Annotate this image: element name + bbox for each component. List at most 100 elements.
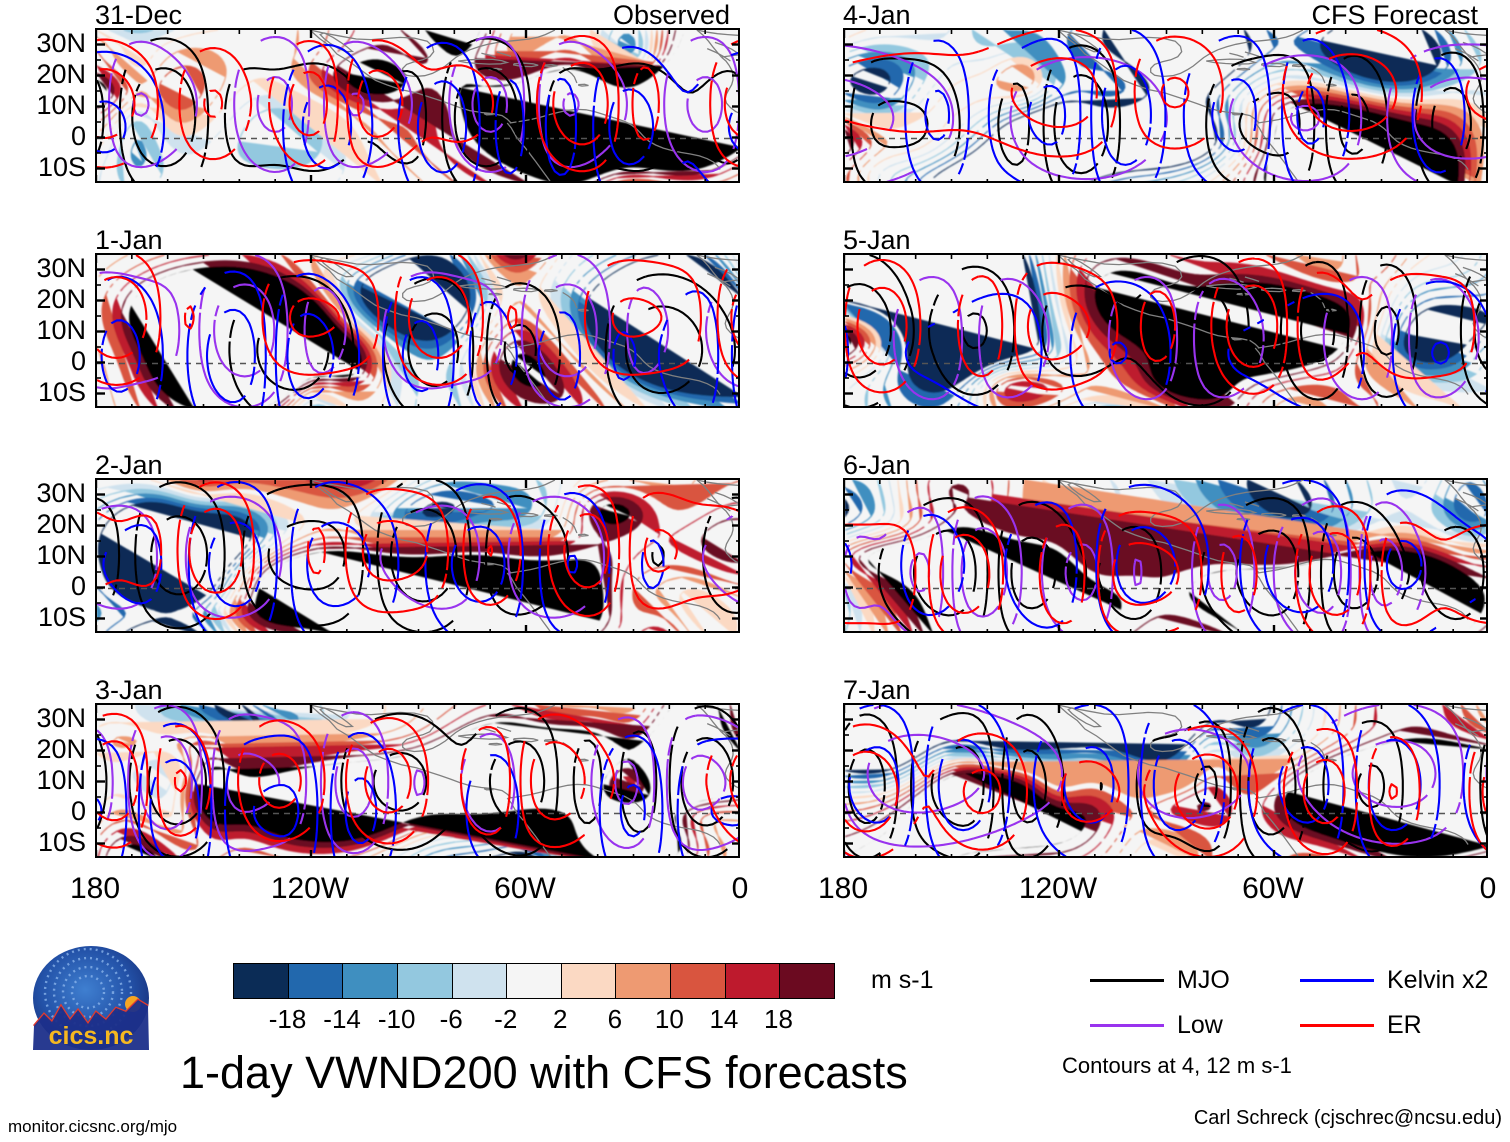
legend-line-swatch [1300, 979, 1374, 982]
y-axis-label: 10S [37, 376, 86, 407]
map-panel [95, 478, 740, 633]
x-axis-label: 0 [731, 872, 749, 905]
y-axis-label: 20N [36, 733, 86, 764]
map-panel [843, 253, 1488, 408]
panel-date-label: 3-Jan [95, 675, 163, 705]
contour-er [845, 30, 1486, 160]
colorbar-swatch [234, 964, 288, 998]
x-axis-label: 180 [817, 872, 869, 905]
map-panel [843, 478, 1488, 633]
panel-date-label: 6-Jan [843, 450, 911, 480]
y-axis-label: 0 [70, 345, 86, 376]
x-axis-label: 60W [1242, 872, 1304, 905]
contour-kelvin [845, 705, 1486, 856]
map-panel [843, 28, 1488, 183]
legend-line-swatch [1090, 1024, 1164, 1027]
legend-label: MJO [1177, 966, 1230, 994]
colorbar-swatch [396, 964, 452, 998]
contour-er [845, 723, 1486, 856]
y-axis-label: 30N [36, 702, 86, 733]
colorbar-swatch [615, 964, 671, 998]
coastlines [309, 480, 738, 631]
y-axis-label: 20N [36, 58, 86, 89]
contour-er [97, 712, 738, 849]
colorbar [233, 963, 835, 999]
y-axis-label: 10N [36, 89, 86, 120]
map-panel [95, 253, 740, 408]
x-axis-label: 120W [270, 872, 350, 905]
legend-item-er: ER [1300, 1013, 1422, 1038]
map-panel [843, 703, 1488, 858]
colorbar-tick-label: -2 [494, 1004, 518, 1034]
y-axis-label: 20N [36, 283, 86, 314]
colorbar-swatch [287, 964, 343, 998]
contour-er [97, 481, 738, 621]
contour-kelvin [845, 280, 1486, 406]
column-header-observed: Observed [612, 0, 730, 30]
colorbar-tick-label: -14 [323, 1004, 361, 1034]
y-axis-label: 10N [36, 539, 86, 570]
colorbar-swatch [779, 964, 835, 998]
cics-nc-logo: Cooperative Institute for Climate and Sa… [16, 932, 166, 1055]
author-credit: Carl Schreck (cjschrec@ncsu.edu) [1193, 1107, 1502, 1129]
panel-date-label: 4-Jan [843, 0, 911, 30]
x-axis-label: 120W [1018, 872, 1098, 905]
colorbar-swatch [560, 964, 616, 998]
column-header-forecast: CFS Forecast [1311, 0, 1478, 30]
y-axis-label: 30N [36, 252, 86, 283]
y-axis-label: 10S [37, 601, 86, 632]
contour-kelvin [97, 722, 738, 856]
y-axis-label: 20N [36, 508, 86, 539]
legend-label: Kelvin x2 [1387, 966, 1489, 994]
legend-item-mjo: MJO [1090, 968, 1230, 993]
colorbar-swatch [451, 964, 507, 998]
x-axis-label: 180 [69, 872, 121, 905]
map-panel [95, 703, 740, 858]
contour-kelvin [904, 30, 1466, 181]
x-axis-label: 60W [494, 872, 556, 905]
colorbar-swatch [724, 964, 780, 998]
colorbar-tick-label: -18 [268, 1004, 307, 1034]
panel-date-label: 5-Jan [843, 225, 911, 255]
y-axis-label: 10S [37, 151, 86, 182]
colorbar-swatch [506, 964, 561, 998]
colorbar-swatch [670, 964, 725, 998]
y-axis-label: 0 [70, 570, 86, 601]
colorbar-unit-label: m s-1 [871, 966, 934, 994]
colorbar-tick-label: -6 [439, 1004, 463, 1034]
map-panel [95, 28, 740, 183]
colorbar-tick-label: 18 [763, 1004, 793, 1034]
y-axis-label: 30N [36, 27, 86, 58]
legend-label: Low [1177, 1011, 1223, 1039]
contour-er [97, 255, 738, 386]
legend-line-swatch [1090, 979, 1164, 982]
legend-item-kelvin-x2: Kelvin x2 [1300, 968, 1488, 993]
colorbar-tick-label: 10 [654, 1004, 684, 1034]
legend-item-low: Low [1090, 1013, 1223, 1038]
contour-low [845, 495, 1427, 631]
y-axis-label: 30N [36, 477, 86, 508]
y-axis-label: 10N [36, 764, 86, 795]
contour-interval-note: Contours at 4, 12 m s-1 [1062, 1053, 1292, 1078]
colorbar-tick-label: 14 [709, 1004, 739, 1034]
logo-wordmark: cics.nc [49, 1022, 134, 1050]
legend-line-swatch [1300, 1024, 1374, 1027]
y-axis-label: 0 [70, 795, 86, 826]
y-axis-label: 10N [36, 314, 86, 345]
monitor-url[interactable]: monitor.cicsnc.org/mjo [8, 1117, 178, 1136]
page-title: 1-day VWND200 with CFS forecasts [180, 1047, 908, 1098]
colorbar-swatch [342, 964, 397, 998]
y-axis-label: 0 [70, 120, 86, 151]
panel-date-label: 31-Dec [95, 0, 183, 30]
panel-date-label: 2-Jan [95, 450, 163, 480]
colorbar-tick-label: -10 [377, 1004, 416, 1034]
colorbar-tick-label: 2 [553, 1004, 568, 1034]
coastlines [309, 255, 738, 406]
contour-low [97, 705, 738, 856]
contour-er [97, 34, 738, 173]
panel-date-label: 7-Jan [843, 675, 911, 705]
coastlines [309, 30, 738, 181]
colorbar-tick-label: 6 [607, 1004, 623, 1034]
panel-date-label: 1-Jan [95, 225, 163, 255]
x-axis-label: 0 [1479, 872, 1497, 905]
